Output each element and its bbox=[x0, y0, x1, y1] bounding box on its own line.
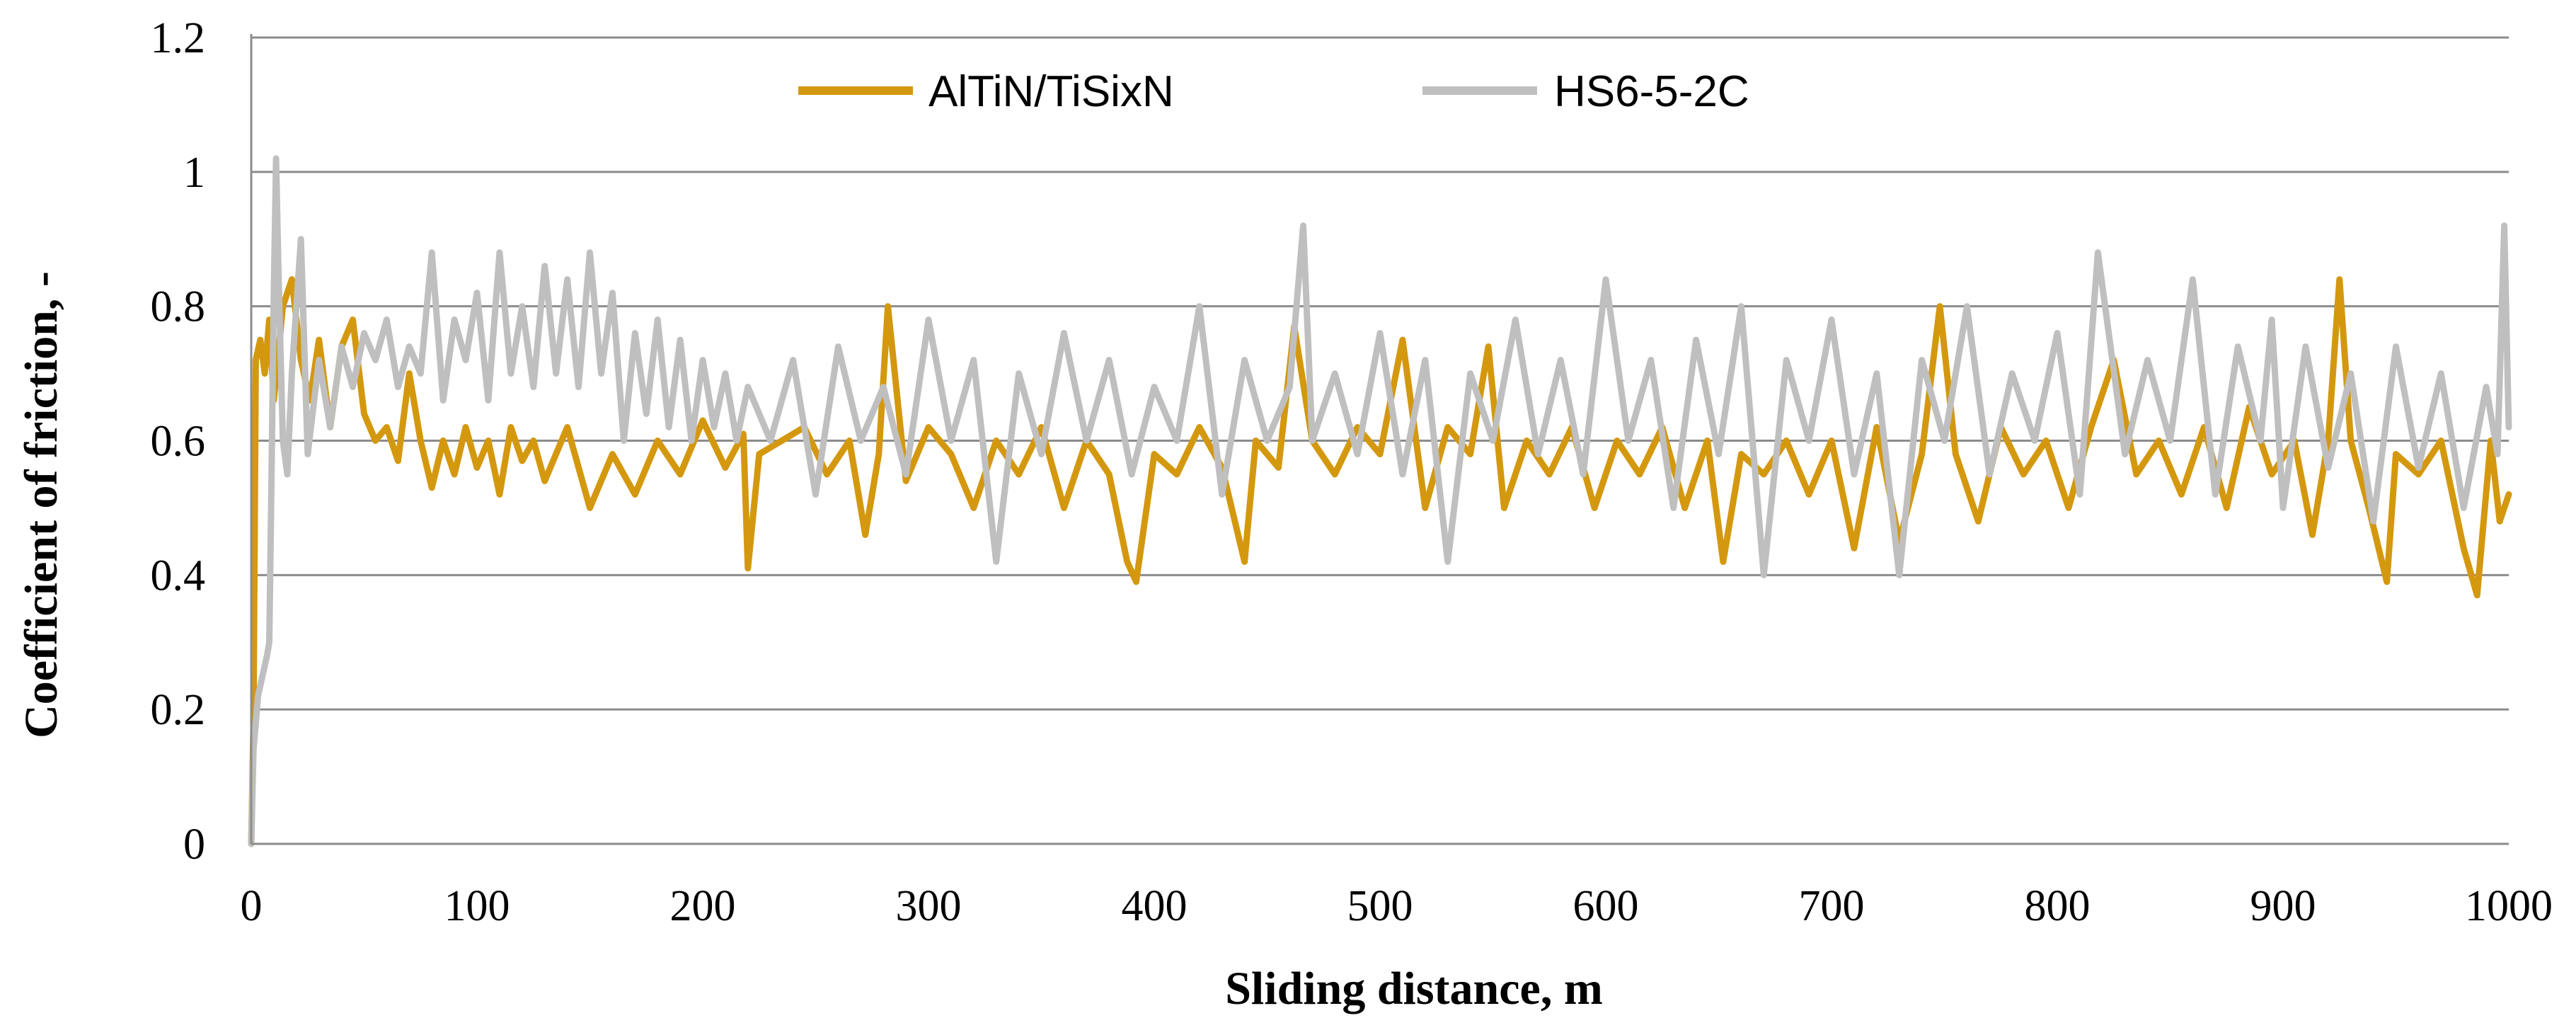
y-tick-label: 0.8 bbox=[151, 283, 206, 331]
x-tick-label: 600 bbox=[1573, 882, 1639, 930]
x-tick-label: 800 bbox=[2025, 882, 2091, 930]
x-tick-label: 900 bbox=[2250, 882, 2316, 930]
y-tick-label: 0.2 bbox=[151, 686, 206, 734]
legend: AlTiN/TiSixN HS6-5-2C bbox=[798, 67, 1749, 116]
y-tick-label: 0.4 bbox=[151, 551, 206, 600]
x-tick-label: 1000 bbox=[2465, 882, 2553, 930]
y-tick-label: 0 bbox=[183, 820, 205, 869]
legend-label-altin: AlTiN/TiSixN bbox=[928, 67, 1174, 116]
y-tick-label: 1 bbox=[183, 149, 205, 197]
y-tick-label: 0.6 bbox=[151, 418, 206, 466]
x-tick-label: 100 bbox=[444, 882, 510, 930]
x-tick-label: 200 bbox=[670, 882, 736, 930]
x-tick-label: 300 bbox=[896, 882, 962, 930]
grid-lines bbox=[251, 36, 2509, 711]
x-tick-label: 0 bbox=[241, 882, 263, 930]
y-axis-title: Coefficient of friction, - bbox=[16, 271, 67, 738]
axes bbox=[250, 34, 2509, 845]
x-tick-label: 700 bbox=[1799, 882, 1865, 930]
series-layer bbox=[248, 155, 2512, 847]
x-axis-title: Sliding distance, m bbox=[1225, 963, 1603, 1014]
series-line-hs6-5-2c bbox=[248, 155, 2512, 847]
legend-label-hs6: HS6-5-2C bbox=[1554, 67, 1749, 116]
y-tick-label: 1.2 bbox=[151, 14, 206, 62]
series-line-altin-tisixn bbox=[248, 276, 2512, 847]
tick-labels: 0 0.2 0.4 0.6 0.8 1 1.2 0 100 200 300 400 500 600 700 8… bbox=[151, 14, 2553, 930]
x-tick-label: 400 bbox=[1122, 882, 1188, 930]
x-tick-label: 500 bbox=[1347, 882, 1413, 930]
